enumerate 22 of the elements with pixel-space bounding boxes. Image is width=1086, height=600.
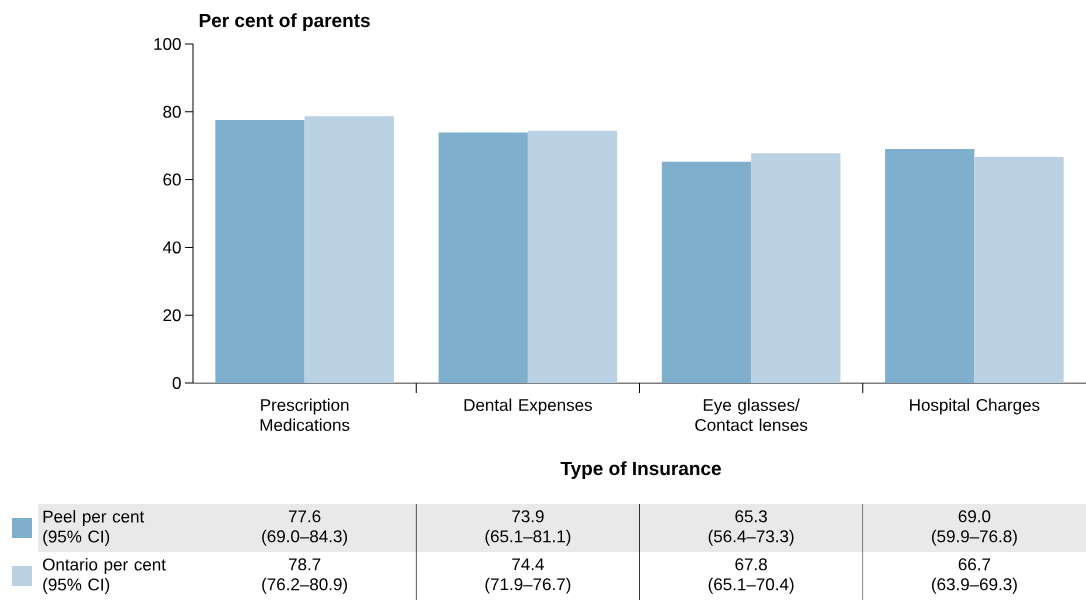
data-label: 73.9 (65.1–81.1) (485, 510, 571, 546)
data-label: 74.4 (71.9–76.7) (485, 558, 571, 594)
data-label: 78.7 (76.2–80.9) (262, 558, 348, 594)
y-tick-label: 20 (163, 309, 181, 322)
legend-label: Peel per cent (95% CI) (43, 510, 145, 546)
x-axis-title: Type of Insurance (560, 461, 721, 479)
y-tick-label: 0 (172, 376, 181, 390)
y-tick-label: 60 (163, 173, 181, 186)
data-label: 69.0 (59.9–76.8) (931, 510, 1017, 546)
y-tick-label: 40 (162, 241, 181, 254)
y-tick-label: 80 (163, 105, 181, 118)
x-tick-label: Dental Expenses (464, 398, 592, 415)
data-label: 66.7 (63.9–69.3) (931, 558, 1017, 594)
y-tick-label: 100 (154, 37, 181, 51)
x-tick-label: Prescription Medications (260, 398, 350, 432)
data-label: 67.8 (65.1–70.4) (708, 558, 794, 594)
x-tick-label: Eye glasses/ Contact lenses (695, 398, 808, 432)
data-label: 77.6 (69.0–84.3) (262, 510, 348, 546)
data-label: 65.3 (56.4–73.3) (708, 510, 794, 546)
y-axis-title: Per cent of parents (199, 13, 370, 31)
legend-label: Ontario per cent (95% CI) (43, 558, 166, 594)
x-tick-label: Hospital Charges (910, 398, 1040, 415)
